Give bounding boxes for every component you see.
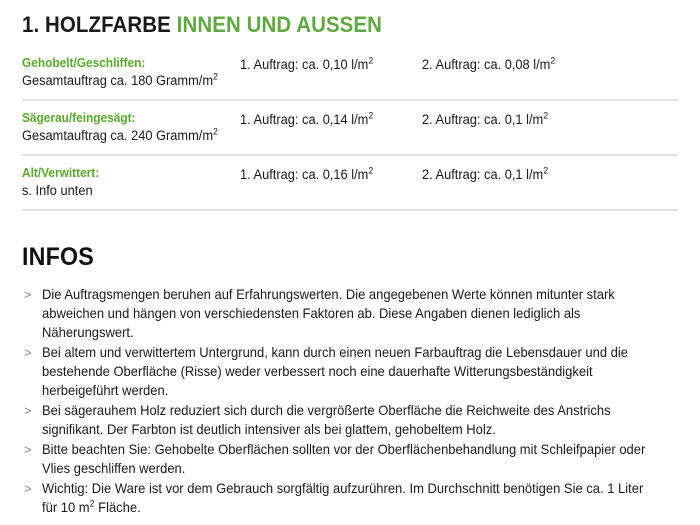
surface-label: Sägerau/feingesägt:: [22, 111, 136, 125]
surface-total-amount: s. Info unten: [22, 183, 93, 198]
list-item-text: Bitte beachten Sie: Gehobelte Oberfläche…: [42, 442, 646, 476]
table-cell-first-coat: 1. Auftrag: ca. 0,14 l/m2: [240, 110, 422, 129]
chevron-right-icon: >: [24, 345, 32, 360]
superscript-2: 2: [543, 110, 549, 121]
list-item-text: Wichtig: Die Ware ist vor dem Gebrauch s…: [42, 479, 649, 517]
page-title: 1. HOLZFARBE INNEN UND AUSSEN: [22, 0, 632, 38]
superscript-2: 2: [368, 110, 374, 121]
list-item: > Wichtig: Die Ware ist vor dem Gebrauch…: [22, 479, 678, 517]
second-coat-value: 2. Auftrag: ca. 0,1 l/m: [422, 112, 544, 127]
chevron-right-icon: >: [24, 481, 32, 496]
page-title-number: 1. HOLZFARBE: [22, 12, 171, 37]
list-item: > Bei sägerauhem Holz reduziert sich dur…: [22, 401, 678, 439]
list-item: > Bei altem und verwittertem Untergrund,…: [22, 343, 678, 400]
superscript-2: 2: [550, 55, 556, 66]
list-item-text-pre: Wichtig: Die Ware ist vor dem Gebrauch s…: [42, 481, 644, 515]
superscript-2: 2: [89, 498, 95, 509]
superscript-2: 2: [368, 165, 374, 176]
table-row: Gehobelt/Geschliffen: Gesamtauftrag ca. …: [22, 54, 678, 101]
chevron-right-icon: >: [24, 403, 32, 418]
table-cell-surface: Alt/Verwittert: s. Info unten: [22, 165, 240, 200]
second-coat-value: 2. Auftrag: ca. 0,08 l/m: [422, 57, 551, 72]
table-cell-surface: Sägerau/feingesägt: Gesamtauftrag ca. 24…: [22, 110, 240, 145]
list-item-text: Bei sägerauhem Holz reduziert sich durch…: [42, 403, 611, 437]
infos-list: > Die Auftragsmengen beruhen auf Erfahru…: [22, 271, 678, 517]
list-item-text: Bei altem und verwittertem Untergrund, k…: [42, 345, 629, 398]
table-cell-second-coat: 2. Auftrag: ca. 0,1 l/m2: [422, 165, 604, 184]
second-coat-value: 2. Auftrag: ca. 0,1 l/m: [422, 167, 544, 182]
superscript-2: 2: [213, 71, 218, 82]
list-item: > Die Auftragsmengen beruhen auf Erfahru…: [22, 285, 678, 342]
surface-label: Alt/Verwittert:: [22, 166, 100, 180]
table-row: Alt/Verwittert: s. Info unten 1. Auftrag…: [22, 156, 678, 211]
table-cell-first-coat: 1. Auftrag: ca. 0,16 l/m2: [240, 165, 422, 184]
coverage-table: Gehobelt/Geschliffen: Gesamtauftrag ca. …: [22, 54, 678, 211]
superscript-2: 2: [543, 165, 549, 176]
list-item-text-post: Fläche.: [94, 500, 141, 515]
first-coat-value: 1. Auftrag: ca. 0,16 l/m: [240, 167, 369, 182]
superscript-2: 2: [368, 55, 374, 66]
superscript-2: 2: [213, 126, 218, 137]
page-title-subtitle: INNEN UND AUSSEN: [176, 12, 383, 37]
chevron-right-icon: >: [24, 287, 32, 302]
first-coat-value: 1. Auftrag: ca. 0,10 l/m: [240, 57, 369, 72]
surface-total-amount: Gesamtauftrag ca. 180 Gramm/m2: [22, 71, 218, 88]
surface-total-amount: Gesamtauftrag ca. 240 Gramm/m2: [22, 126, 218, 143]
surface-label: Gehobelt/Geschliffen:: [22, 56, 146, 70]
table-cell-first-coat: 1. Auftrag: ca. 0,10 l/m2: [240, 55, 422, 74]
chevron-right-icon: >: [24, 442, 32, 457]
infos-heading: INFOS: [22, 243, 94, 271]
table-cell-surface: Gehobelt/Geschliffen: Gesamtauftrag ca. …: [22, 55, 240, 90]
table-cell-second-coat: 2. Auftrag: ca. 0,08 l/m2: [422, 55, 604, 74]
list-item-text: Die Auftragsmengen beruhen auf Erfahrung…: [42, 287, 615, 340]
table-row: Sägerau/feingesägt: Gesamtauftrag ca. 24…: [22, 101, 678, 156]
list-item: > Bitte beachten Sie: Gehobelte Oberfläc…: [22, 440, 678, 478]
first-coat-value: 1. Auftrag: ca. 0,14 l/m: [240, 112, 369, 127]
table-cell-second-coat: 2. Auftrag: ca. 0,1 l/m2: [422, 110, 604, 129]
